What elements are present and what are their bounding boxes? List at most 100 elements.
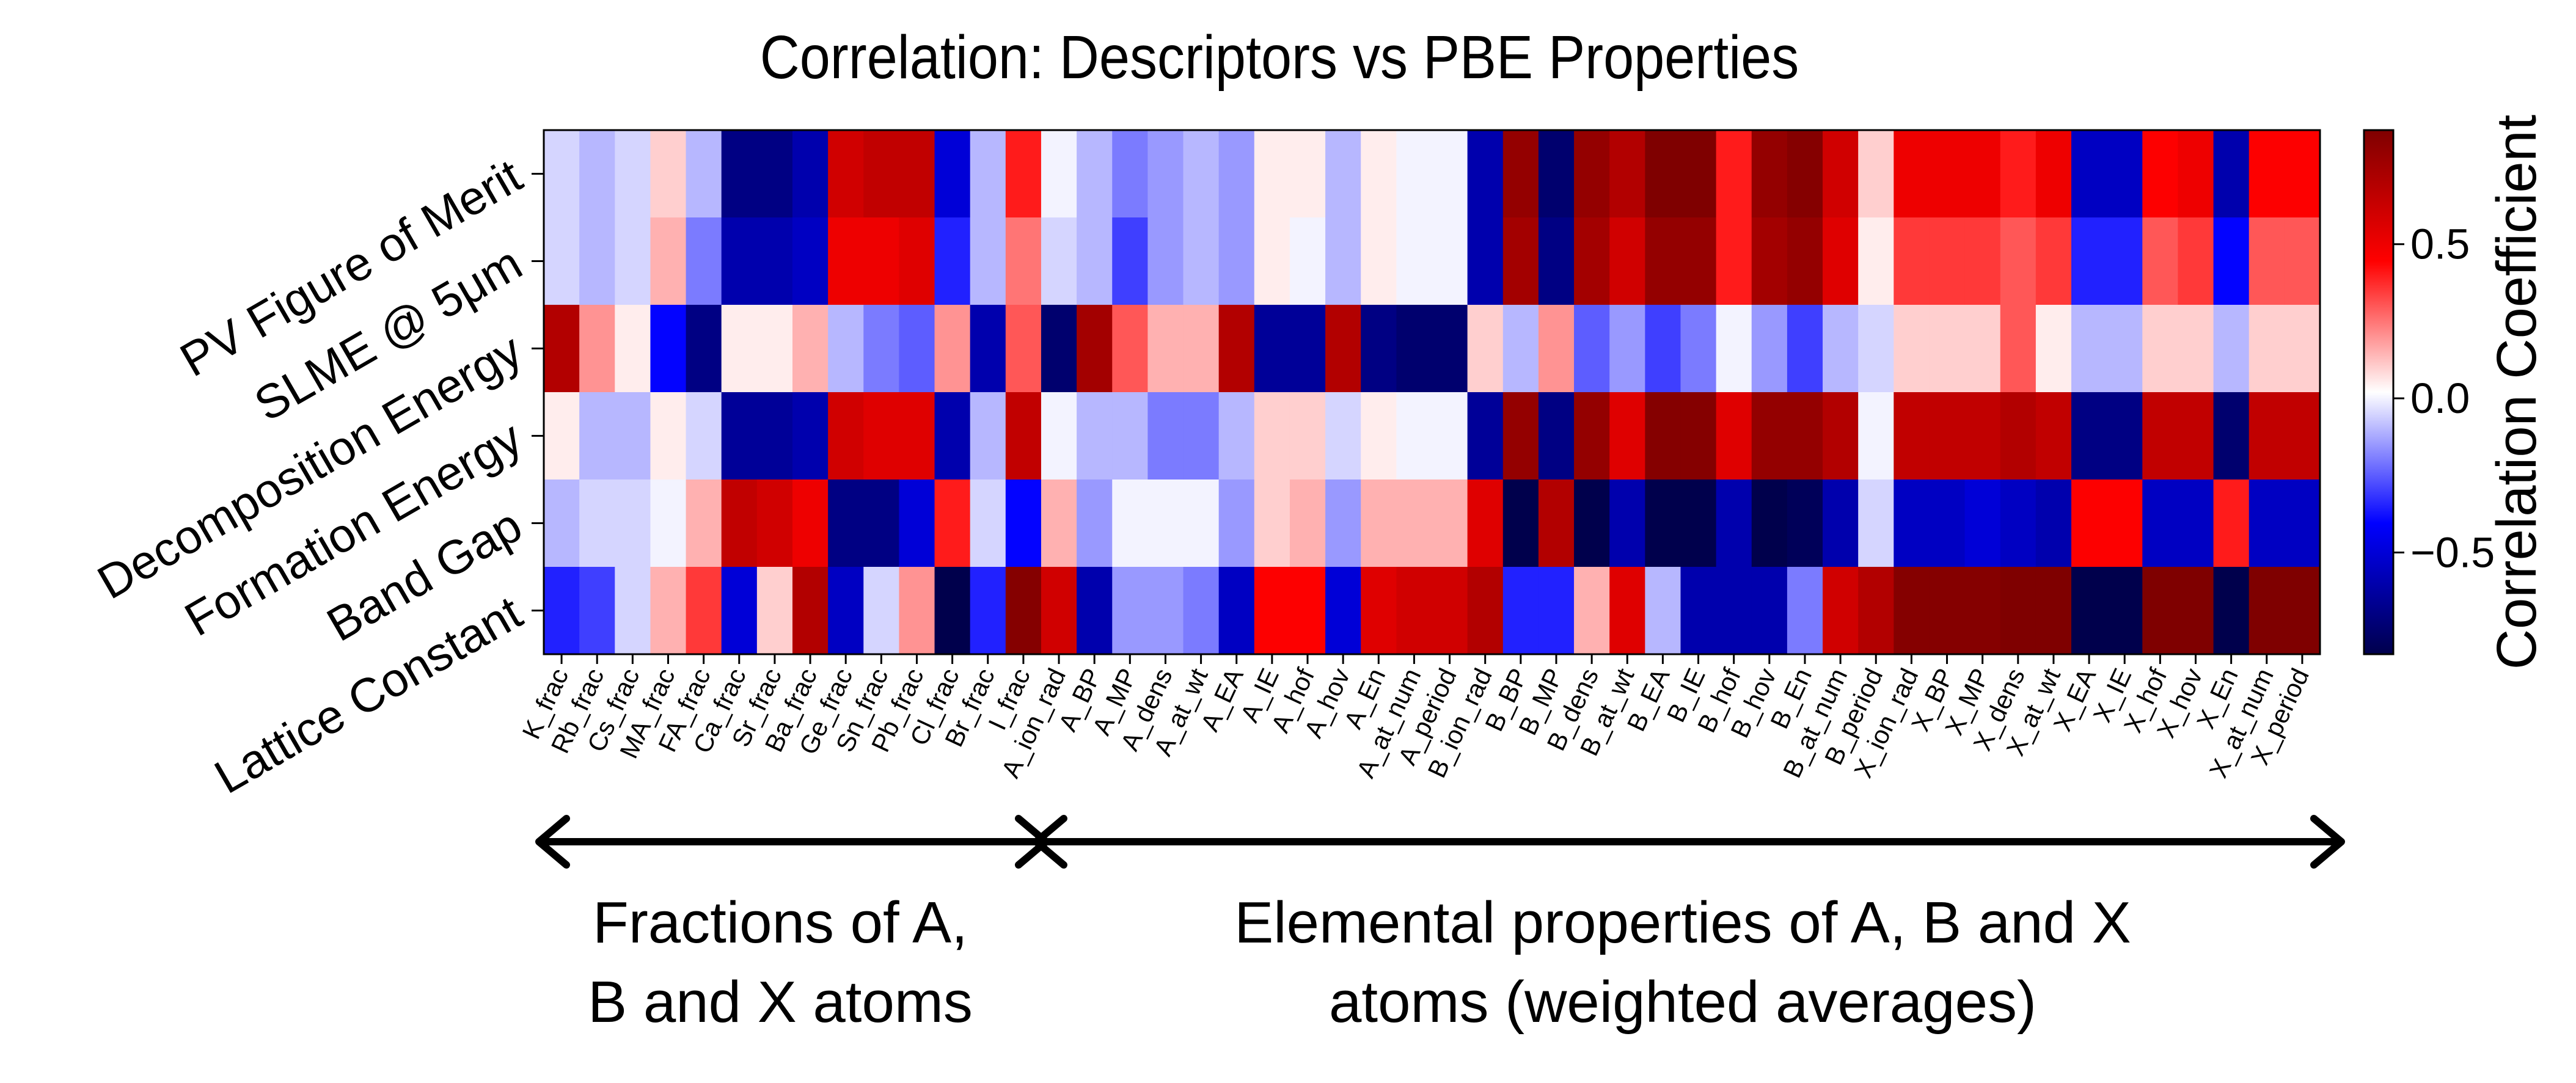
heatmap-cell (1218, 392, 1255, 480)
heatmap-cell (686, 392, 722, 480)
heatmap-cell (2249, 392, 2285, 480)
heatmap-cell (2107, 305, 2143, 393)
heatmap-cell (1183, 130, 1220, 218)
group-caption-line: Fractions of A, (593, 890, 968, 955)
heatmap-cell (721, 305, 758, 393)
heatmap-cell (970, 217, 1006, 305)
heatmap-cell (1467, 567, 1504, 655)
heatmap-cell (1680, 130, 1717, 218)
heatmap-cell (2142, 480, 2179, 567)
heatmap-cell (1574, 392, 1610, 480)
heatmap-cell (1929, 567, 1966, 655)
heatmap-cell (1396, 217, 1433, 305)
heatmap-cell (2178, 305, 2214, 393)
heatmap-cell (2213, 217, 2250, 305)
heatmap-cell (1147, 305, 1184, 393)
heatmap-cell (1112, 567, 1148, 655)
heatmap-cell (1858, 217, 1894, 305)
heatmap-cell (650, 130, 687, 218)
heatmap-cell (1894, 480, 1930, 567)
heatmap-cell (1005, 480, 1042, 567)
heatmap-cell (1645, 392, 1681, 480)
heatmap-cell (1823, 217, 1859, 305)
heatmap-cell (863, 392, 899, 480)
heatmap-cell (970, 480, 1006, 567)
heatmap-cell (1289, 130, 1326, 218)
heatmap-cell (1147, 567, 1184, 655)
heatmap-cell (2107, 130, 2143, 218)
heatmap-cell (863, 480, 899, 567)
heatmap-cell (1929, 130, 1966, 218)
heatmap-cell (721, 217, 758, 305)
heatmap-cell (899, 217, 935, 305)
heatmap-cell (1396, 567, 1433, 655)
heatmap-cell (579, 392, 615, 480)
arrow-head-right (2310, 815, 2345, 869)
arrow-head-left (535, 815, 570, 869)
heatmap-cell (1147, 130, 1184, 218)
heatmap-cell (615, 305, 651, 393)
heatmap-cell (792, 130, 829, 218)
heatmap-cell (2213, 480, 2250, 567)
heatmap-cell (1325, 130, 1361, 218)
heatmap-cell (1645, 305, 1681, 393)
heatmap-cell (1964, 130, 2001, 218)
heatmap-cell (1467, 305, 1504, 393)
heatmap-cell (1502, 392, 1539, 480)
heatmap-cell (2071, 392, 2107, 480)
heatmap-cell (721, 392, 758, 480)
heatmap-cell (1361, 567, 1397, 655)
heatmap-cell (1005, 217, 1042, 305)
heatmap-cell (2071, 130, 2107, 218)
heatmap-cell (2284, 130, 2321, 218)
heatmap-cell (1218, 130, 1255, 218)
heatmap-cell (1254, 480, 1290, 567)
heatmap-cell (2071, 480, 2107, 567)
heatmap-cell (2000, 130, 2036, 218)
heatmap-cell (1751, 130, 1788, 218)
heatmap-cell (686, 480, 722, 567)
heatmap-cell (2213, 392, 2250, 480)
heatmap-cell (1823, 305, 1859, 393)
heatmap-cell (1787, 305, 1823, 393)
heatmap-cell (650, 305, 687, 393)
heatmap-cell (650, 567, 687, 655)
heatmap-cell (1502, 305, 1539, 393)
heatmap-cell (650, 480, 687, 567)
heatmap-cell (2178, 392, 2214, 480)
heatmap-cell (792, 217, 829, 305)
heatmap-cell (1538, 130, 1575, 218)
heatmap-cell (756, 305, 793, 393)
heatmap-cell (1289, 480, 1326, 567)
heatmap-cell (1325, 392, 1361, 480)
heatmap-cell (1183, 392, 1220, 480)
heatmap-cell (2035, 567, 2072, 655)
heatmap-cell (2107, 392, 2143, 480)
heatmap-cell (1254, 392, 1290, 480)
heatmap-cell (828, 305, 864, 393)
heatmap-cell (1929, 392, 1966, 480)
heatmap-cell (1751, 392, 1788, 480)
heatmap-cell (899, 567, 935, 655)
heatmap-cell (2249, 305, 2285, 393)
heatmap-cell (2284, 305, 2321, 393)
heatmap-cell (1609, 217, 1645, 305)
heatmap-cell (792, 480, 829, 567)
colorbar (2363, 129, 2395, 655)
heatmap-cell (863, 130, 899, 218)
heatmap-cell (756, 392, 793, 480)
heatmap-cell (615, 217, 651, 305)
heatmap-cell (1787, 392, 1823, 480)
heatmap-cell (828, 392, 864, 480)
heatmap-cell (828, 480, 864, 567)
heatmap-cell (1538, 217, 1575, 305)
heatmap-cell (544, 567, 580, 655)
heatmap-cell (2035, 392, 2072, 480)
heatmap-cell (544, 480, 580, 567)
heatmap-cell (579, 305, 615, 393)
heatmap-cell (1894, 305, 1930, 393)
heatmap-cell (1041, 480, 1077, 567)
heatmap-cell (650, 392, 687, 480)
heatmap-cell (2000, 217, 2036, 305)
